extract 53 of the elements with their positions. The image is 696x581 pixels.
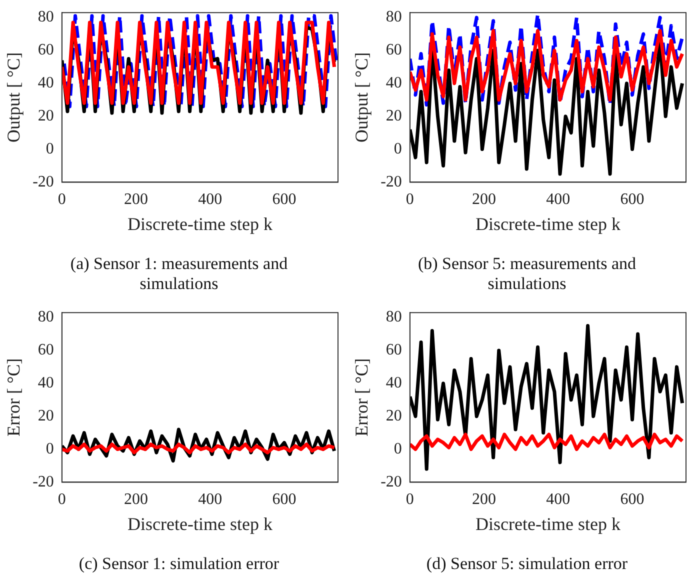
x-tick-label: 600 bbox=[272, 191, 296, 208]
y-tick-label: 60 bbox=[38, 42, 54, 59]
x-axis-title: Discrete-time step k bbox=[127, 214, 272, 234]
x-axis-title: Discrete-time step k bbox=[475, 214, 620, 234]
x-tick-label: 400 bbox=[546, 191, 570, 208]
y-tick-label: 40 bbox=[38, 74, 54, 92]
x-tick-label: 0 bbox=[58, 491, 66, 508]
x-tick-label: 200 bbox=[472, 191, 496, 208]
x-tick-label: 600 bbox=[620, 191, 644, 208]
y-axis-title: Error [ °C] bbox=[4, 358, 24, 436]
y-tick-label: -20 bbox=[32, 473, 54, 490]
y-tick-label: -20 bbox=[380, 473, 402, 490]
text: (d) Sensor 5: simulation error bbox=[425, 553, 629, 574]
y-tick-label: 80 bbox=[38, 8, 54, 26]
y-axis-title: Error [ °C] bbox=[352, 358, 372, 436]
y-axis-title: Output [ °C] bbox=[4, 52, 24, 142]
x-axis-title: Discrete-time step k bbox=[127, 514, 272, 534]
y-tick-label: 40 bbox=[38, 374, 54, 392]
y-tick-label: 0 bbox=[46, 440, 54, 458]
y-tick-label: 20 bbox=[38, 408, 54, 425]
x-tick-label: 600 bbox=[620, 491, 644, 508]
x-tick-label: 0 bbox=[406, 191, 414, 208]
y-tick-label: 60 bbox=[386, 42, 402, 59]
x-tick-label: 400 bbox=[198, 191, 222, 208]
y-tick-label: 80 bbox=[386, 8, 402, 26]
x-tick-label: 200 bbox=[124, 191, 148, 208]
y-axis-title: Output [ °C] bbox=[352, 52, 372, 142]
y-tick-label: 0 bbox=[394, 140, 402, 158]
x-axis-title: Discrete-time step k bbox=[475, 514, 620, 534]
y-tick-label: 20 bbox=[386, 408, 402, 425]
x-tick-label: 0 bbox=[406, 491, 414, 508]
text: (c) Sensor 1: simulation error bbox=[78, 553, 280, 574]
line-series bbox=[410, 12, 684, 107]
y-tick-label: 60 bbox=[386, 342, 402, 359]
y-tick-label: 40 bbox=[386, 374, 402, 392]
y-tick-label: 0 bbox=[394, 440, 402, 458]
text: (b) Sensor 5: measurements and simulations bbox=[416, 253, 638, 295]
y-tick-label: -20 bbox=[32, 173, 54, 190]
text: (a) Sensor 1: measurements and simulations bbox=[69, 253, 289, 295]
y-tick-label: 40 bbox=[386, 74, 402, 92]
y-tick-label: 80 bbox=[38, 308, 54, 326]
x-tick-label: 600 bbox=[272, 491, 296, 508]
y-tick-label: 60 bbox=[38, 342, 54, 359]
y-tick-label: 20 bbox=[386, 108, 402, 125]
x-tick-label: 0 bbox=[58, 191, 66, 208]
y-tick-label: 80 bbox=[386, 308, 402, 326]
x-tick-label: 200 bbox=[124, 491, 148, 508]
y-tick-label: 0 bbox=[46, 140, 54, 158]
x-tick-label: 400 bbox=[546, 491, 570, 508]
y-tick-label: -20 bbox=[380, 173, 402, 190]
y-tick-label: 20 bbox=[38, 108, 54, 125]
x-tick-label: 200 bbox=[472, 491, 496, 508]
x-tick-label: 400 bbox=[198, 491, 222, 508]
